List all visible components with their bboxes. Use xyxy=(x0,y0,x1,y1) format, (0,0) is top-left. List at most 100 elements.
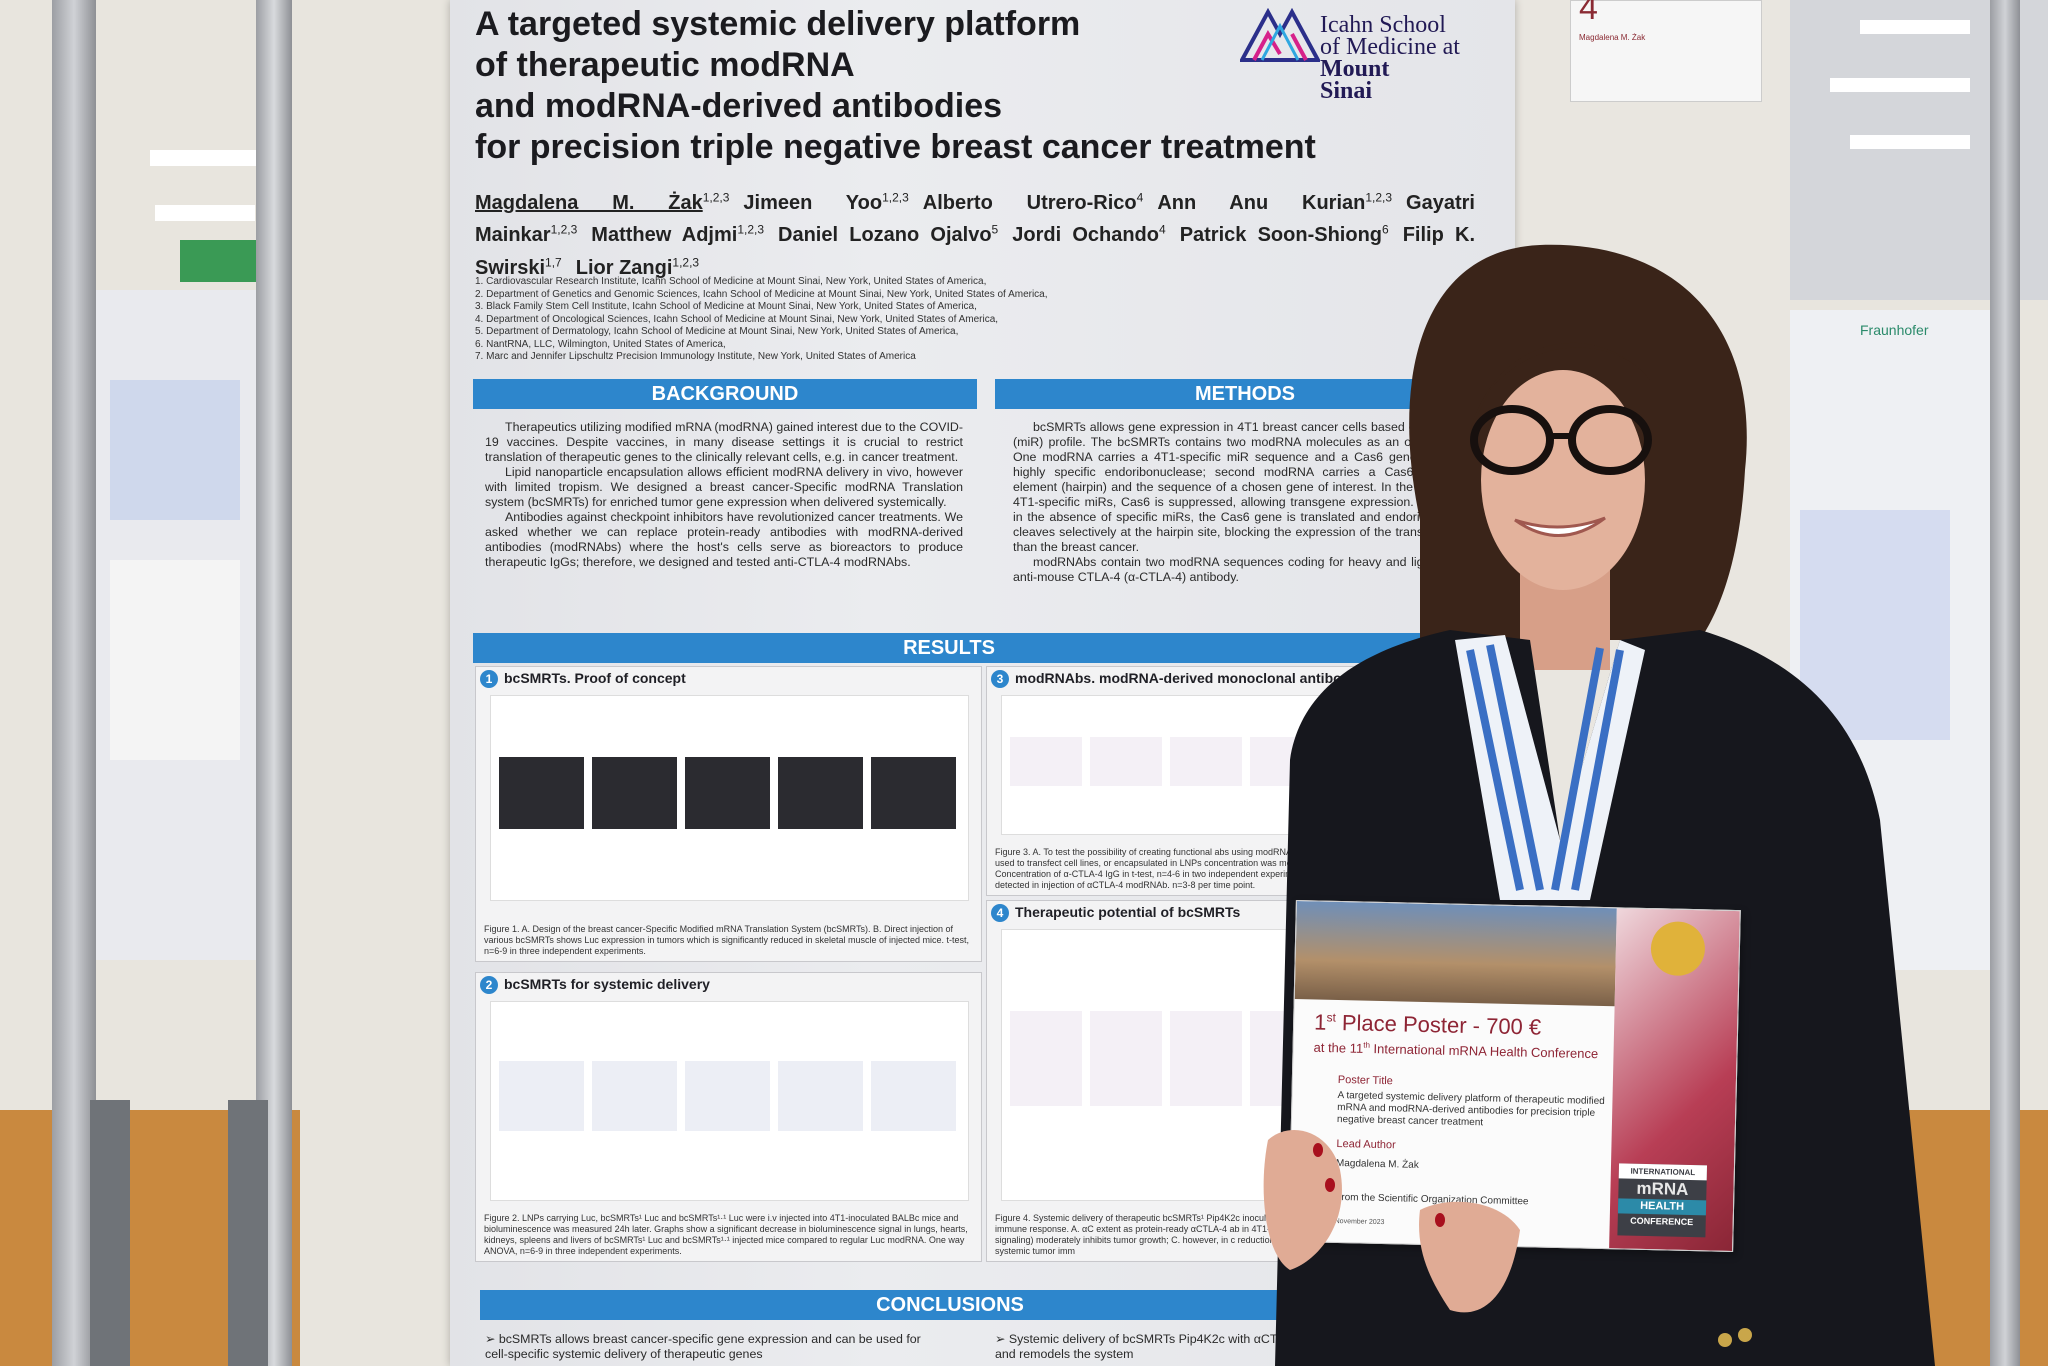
author-name: Patrick Soon-Shiong xyxy=(1179,224,1383,247)
button xyxy=(1718,1333,1732,1347)
logo-line: Sinai xyxy=(1320,78,1373,104)
author-affiliation: 1,2,3 xyxy=(702,190,730,204)
paragraph: Therapeutics utilizing modified mRNA (mo… xyxy=(485,420,963,464)
figure-caption: Figure 1. A. Design of the breast cancer… xyxy=(484,924,970,956)
author-name: Magdalena M. Żak xyxy=(475,191,703,214)
panel-title-text: bcSMRTs. Proof of concept xyxy=(504,670,686,686)
logo-line: Mount xyxy=(1320,56,1390,82)
board-name: Magdalena M. Żak xyxy=(1579,33,1646,42)
author: Patrick Soon-Shiong6 xyxy=(1179,222,1389,247)
ceiling-light xyxy=(1860,20,1970,34)
result-panel: 2 bcSMRTs for systemic delivery Figure 2. … xyxy=(475,972,982,1262)
author: Jordi Ochando4 xyxy=(1012,222,1166,247)
affiliation: 2. Department of Genetics and Genomic Sc… xyxy=(475,288,1048,300)
poster-title: A targeted systemic delivery platform of … xyxy=(475,4,1316,168)
panel-title: 4 Therapeutic potential of bcSMRTs xyxy=(991,904,1240,922)
figure-image xyxy=(1170,1011,1242,1106)
author: Alberto Utrero-Rico4 xyxy=(922,190,1144,214)
logo-line: of Medicine at xyxy=(1320,34,1460,60)
board-number: 4 xyxy=(1579,0,1598,27)
affiliation: 1. Cardiovascular Research Institute, Ic… xyxy=(475,276,987,287)
affiliation: 6. NantRNA, LLC, Wilmington, United Stat… xyxy=(475,338,726,350)
ceiling-light xyxy=(1850,135,1970,149)
panel-title-text: bcSMRTs for systemic delivery xyxy=(504,976,710,992)
paragraph: modRNAbs contain two modRNA sequences co… xyxy=(1013,555,1483,584)
side-poster-panel xyxy=(110,560,240,760)
paragraph: Antibodies against checkpoint inhibitors… xyxy=(485,510,963,569)
author: Gayatri Mainkar1,2,3 xyxy=(475,192,1475,247)
exit-sign xyxy=(180,240,256,282)
author-affiliation: 1,2,3 xyxy=(550,222,578,237)
board-card: 4 Magdalena M. Żak xyxy=(1570,0,1762,102)
background-text: Therapeutics utilizing modified mRNA (mo… xyxy=(485,420,963,570)
section-heading: CONCLUSIONS xyxy=(480,1290,1420,1320)
figure-image xyxy=(499,757,584,829)
author-name: Ann Anu Kurian xyxy=(1157,191,1366,214)
panel-title-text: modRNAbs. modRNA-derived monoclonal anti… xyxy=(1015,670,1370,686)
author-affiliation: 1,2,3 xyxy=(672,255,700,270)
section-heading: RESULTS xyxy=(473,633,1425,663)
hair-fringe xyxy=(1470,342,1650,430)
side-poster-logo: Fraunhofer xyxy=(1860,322,1929,338)
figure xyxy=(490,1001,969,1201)
panel-title: 3 modRNAbs. modRNA-derived monoclonal ant… xyxy=(991,670,1370,688)
figure-image xyxy=(1090,737,1162,786)
author: Matthew Adjmi1,2,3 xyxy=(591,223,764,247)
paragraph: Lipid nanoparticle encapsulation allows … xyxy=(485,465,963,509)
affiliation: 7. Marc and Jennifer Lipschultz Precisio… xyxy=(475,351,916,362)
figure-image xyxy=(592,757,677,829)
figure-image xyxy=(499,1061,584,1131)
methods-text: bcSMRTs allows gene expression in 4T1 br… xyxy=(1013,420,1483,585)
logo-text: Icahn School of Medicine at Mount Sinai xyxy=(1320,13,1460,104)
logo: Icahn School of Medicine at Mount Sinai xyxy=(1240,8,1500,118)
nail xyxy=(1325,1178,1335,1192)
author-affiliation: 1,7 xyxy=(545,255,562,270)
title-line: for precision triple negative breast can… xyxy=(475,128,1316,166)
author: Filip K. Swirski1,7 xyxy=(475,224,1475,279)
affiliation: 5. Department of Dermatology, Icahn Scho… xyxy=(475,326,959,337)
figure-caption: Figure 3. A. To test the possibility of … xyxy=(995,847,1407,890)
right-hand xyxy=(1419,1201,1520,1313)
figure-image xyxy=(778,757,863,829)
panel-number: 3 xyxy=(991,670,1009,688)
ceiling-light xyxy=(155,205,255,221)
figure-caption: Figure 4. Systemic delivery of therapeut… xyxy=(995,1213,1412,1256)
author-affiliation: 4 xyxy=(1159,222,1166,237)
figure-image xyxy=(685,757,770,829)
author-name: Daniel Lozano Ojalvo xyxy=(778,224,992,247)
board-frame xyxy=(52,0,96,1366)
left-hand xyxy=(1263,1130,1342,1270)
affiliation: 3. Black Family Stem Cell Institute, Ica… xyxy=(475,301,977,312)
panel-title: 2 bcSMRTs for systemic delivery xyxy=(480,976,710,994)
smile xyxy=(1514,516,1606,537)
button xyxy=(1738,1328,1752,1342)
conclusion-bullet: ➢ bcSMRTs allows breast cancer-specific … xyxy=(485,1332,921,1361)
shirt-stripes xyxy=(1466,644,1624,891)
board-leg xyxy=(90,1100,130,1366)
authors: Magdalena M. Żak1,2,3 Jimeen Yoo1,2,3 Albe… xyxy=(475,184,1475,282)
figure-image xyxy=(871,757,956,829)
nail xyxy=(1435,1213,1445,1227)
glasses xyxy=(1470,405,1554,475)
author-affiliation: 4 xyxy=(1136,190,1144,204)
board-leg xyxy=(228,1100,268,1366)
panel-title-text: Therapeutic potential of bcSMRTs xyxy=(1015,904,1241,920)
author-name: Alberto Utrero-Rico xyxy=(922,191,1137,214)
author-affiliation: 6 xyxy=(1382,222,1389,237)
logo-mark xyxy=(1240,8,1320,62)
panel-number: 4 xyxy=(991,904,1009,922)
affiliations: 1. Cardiovascular Research Institute, Ic… xyxy=(475,276,1048,364)
ceiling-light xyxy=(150,150,260,166)
author: Magdalena M. Żak1,2,3 xyxy=(475,190,730,214)
title-line: and modRNA-derived antibodies xyxy=(475,87,1003,125)
figure-image xyxy=(592,1061,677,1131)
conclusion-text: bcSMRTs allows breast cancer-specific ge… xyxy=(485,1332,921,1361)
author-name: Gayatri Mainkar xyxy=(475,191,1475,247)
author-name: Lior Zangi xyxy=(575,256,673,279)
figure-image xyxy=(1010,737,1082,786)
figure xyxy=(490,695,969,901)
figure-image xyxy=(1010,1011,1082,1106)
author-affiliation: 1,2,3 xyxy=(1365,190,1393,204)
